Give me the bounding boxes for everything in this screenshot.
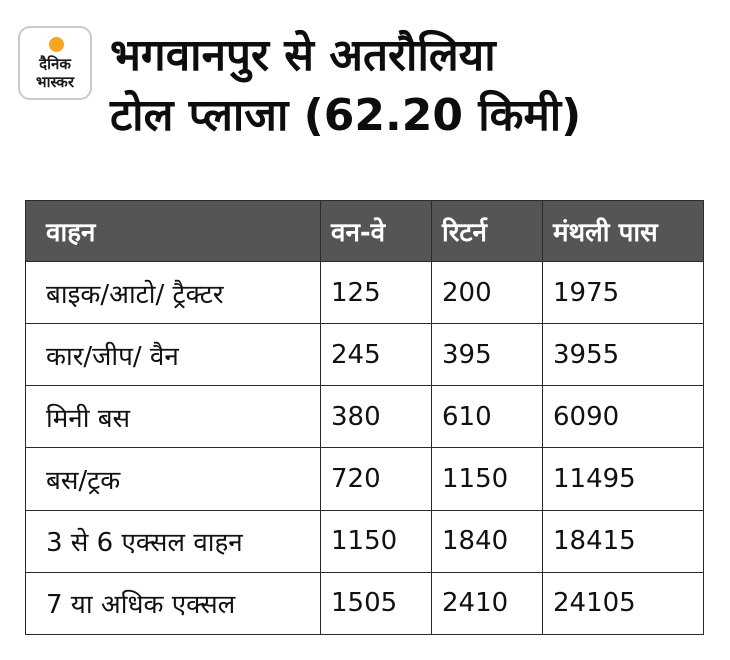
return-cell: 610: [431, 385, 543, 449]
vehicle-cell: 7 या अधिक एक्सल: [25, 571, 321, 636]
monthly-pass-cell: 6090: [542, 385, 704, 449]
table-row: 7 या अधिक एक्सल 1505 2410 24105: [25, 571, 704, 636]
sun-icon: [49, 37, 64, 52]
one-way-cell: 720: [320, 447, 432, 511]
logo-word-2: भास्कर: [36, 73, 74, 91]
monthly-pass-cell: 18415: [542, 509, 704, 573]
return-cell: 200: [431, 260, 543, 325]
return-cell: 1150: [431, 447, 543, 511]
header-vehicle: वाहन: [25, 200, 321, 262]
title-line-2: टोल प्लाजा (62.20 किमी): [110, 90, 582, 141]
header-one-way: वन-वे: [320, 200, 432, 262]
toll-rate-table: वाहन वन-वे रिटर्न मंथली पास बाइक/आटो/ ट्…: [25, 200, 704, 636]
one-way-cell: 245: [320, 323, 432, 387]
return-cell: 1840: [431, 509, 543, 573]
return-cell: 395: [431, 323, 543, 387]
return-cell: 2410: [431, 571, 543, 636]
table-row: कार/जीप/ वैन 245 395 3955: [25, 323, 704, 387]
one-way-cell: 1150: [320, 509, 432, 573]
vehicle-cell: मिनी बस: [25, 385, 321, 449]
header-return: रिटर्न: [431, 200, 543, 262]
one-way-cell: 125: [320, 260, 432, 325]
table-row: बाइक/आटो/ ट्रैक्टर 125 200 1975: [25, 260, 704, 325]
monthly-pass-cell: 1975: [542, 260, 704, 325]
table-row: 3 से 6 एक्सल वाहन 1150 1840 18415: [25, 509, 704, 573]
logo-word-1: दैनिक: [39, 55, 71, 73]
vehicle-cell: 3 से 6 एक्सल वाहन: [25, 509, 321, 573]
monthly-pass-cell: 11495: [542, 447, 704, 511]
vehicle-cell: कार/जीप/ वैन: [25, 323, 321, 387]
table-header-row: वाहन वन-वे रिटर्न मंथली पास: [25, 200, 704, 262]
monthly-pass-cell: 3955: [542, 323, 704, 387]
table-row: मिनी बस 380 610 6090: [25, 385, 704, 449]
table-row: बस/ट्रक 720 1150 11495: [25, 447, 704, 511]
dainik-bhaskar-logo: दैनिक भास्कर: [18, 26, 92, 100]
page-title: भगवानपुर से अतरौलिया टोल प्लाजा (62.20 क…: [110, 26, 710, 146]
title-line-1: भगवानपुर से अतरौलिया: [110, 30, 496, 81]
header-monthly-pass: मंथली पास: [542, 200, 704, 262]
monthly-pass-cell: 24105: [542, 571, 704, 636]
vehicle-cell: बाइक/आटो/ ट्रैक्टर: [25, 260, 321, 325]
vehicle-cell: बस/ट्रक: [25, 447, 321, 511]
one-way-cell: 1505: [320, 571, 432, 636]
one-way-cell: 380: [320, 385, 432, 449]
